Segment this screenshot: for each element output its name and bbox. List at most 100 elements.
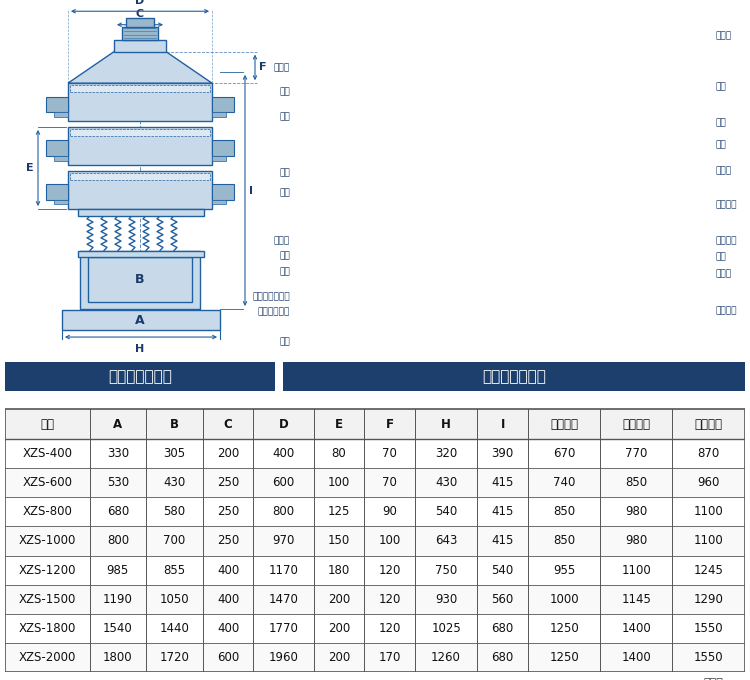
- Text: XZS-800: XZS-800: [22, 505, 72, 518]
- Bar: [62, 310, 220, 330]
- Text: 250: 250: [217, 534, 239, 547]
- Text: 120: 120: [378, 593, 400, 606]
- Text: 100: 100: [378, 534, 400, 547]
- Text: 150: 150: [328, 534, 350, 547]
- Text: 870: 870: [698, 447, 720, 460]
- Text: 单层高度: 单层高度: [550, 418, 578, 430]
- Bar: [212, 112, 226, 117]
- Bar: [54, 156, 68, 160]
- Text: 970: 970: [272, 534, 295, 547]
- Bar: [68, 83, 212, 121]
- Text: 90: 90: [382, 505, 397, 518]
- Text: D: D: [278, 418, 288, 430]
- Text: 643: 643: [435, 534, 457, 547]
- Text: 740: 740: [553, 476, 575, 490]
- Text: 540: 540: [435, 505, 457, 518]
- Text: 850: 850: [553, 534, 575, 547]
- Text: XZS-1200: XZS-1200: [19, 564, 76, 577]
- Text: 540: 540: [491, 564, 514, 577]
- Bar: [46, 97, 68, 112]
- Text: 430: 430: [435, 476, 457, 490]
- Text: XZS-1500: XZS-1500: [19, 593, 76, 606]
- Text: C: C: [136, 9, 144, 19]
- Text: 415: 415: [491, 476, 514, 490]
- Text: 束环: 束环: [279, 88, 290, 97]
- Text: 400: 400: [272, 447, 295, 460]
- Bar: [212, 200, 226, 205]
- Text: 400: 400: [217, 564, 239, 577]
- Text: 1145: 1145: [622, 593, 651, 606]
- Text: 清网装置: 清网装置: [715, 200, 736, 209]
- Text: 680: 680: [106, 505, 129, 518]
- Text: 700: 700: [164, 534, 185, 547]
- Text: D: D: [135, 0, 145, 5]
- Text: 670: 670: [553, 447, 575, 460]
- Text: XZS-2000: XZS-2000: [19, 651, 76, 664]
- Text: XZS-600: XZS-600: [22, 476, 73, 490]
- Text: 防尘盖: 防尘盖: [274, 63, 290, 72]
- Text: 进料口: 进料口: [715, 31, 731, 40]
- Bar: [46, 141, 68, 156]
- Text: 680: 680: [491, 622, 514, 634]
- Text: 320: 320: [435, 447, 457, 460]
- Text: I: I: [249, 186, 253, 196]
- Text: 430: 430: [164, 476, 185, 490]
- Text: 1250: 1250: [549, 622, 579, 634]
- Bar: [68, 127, 212, 165]
- Text: 单位：mm: 单位：mm: [704, 678, 745, 680]
- Text: 120: 120: [378, 622, 400, 634]
- Text: 1245: 1245: [694, 564, 724, 577]
- Text: 底座: 底座: [279, 337, 290, 346]
- Text: 筛架: 筛架: [715, 141, 726, 150]
- Text: 600: 600: [217, 651, 239, 664]
- Text: 200: 200: [328, 593, 350, 606]
- Text: 旋振筛外形结构: 旋振筛外形结构: [482, 369, 546, 384]
- Text: 960: 960: [698, 476, 720, 490]
- Text: 1260: 1260: [431, 651, 461, 664]
- Text: 415: 415: [491, 534, 514, 547]
- Text: 680: 680: [491, 651, 514, 664]
- Text: 770: 770: [626, 447, 647, 460]
- Bar: [5, 556, 745, 585]
- Text: B: B: [170, 418, 179, 430]
- Text: 125: 125: [328, 505, 350, 518]
- Text: 1400: 1400: [622, 622, 651, 634]
- Bar: [70, 129, 210, 136]
- Bar: [275, 5, 745, 356]
- Text: 855: 855: [164, 564, 185, 577]
- Text: 运输用固定螺栓: 运输用固定螺栓: [252, 292, 290, 301]
- Text: 出排口: 出排口: [274, 236, 290, 245]
- Text: 850: 850: [553, 505, 575, 518]
- Text: 955: 955: [553, 564, 575, 577]
- Bar: [5, 613, 745, 643]
- Text: 1770: 1770: [268, 622, 298, 634]
- Text: 800: 800: [106, 534, 129, 547]
- Text: 580: 580: [164, 505, 185, 518]
- Bar: [283, 362, 745, 391]
- Bar: [5, 643, 745, 672]
- Text: 1050: 1050: [160, 593, 189, 606]
- Text: 415: 415: [491, 505, 514, 518]
- Bar: [46, 184, 68, 200]
- Text: 旋振筛外形尺寸: 旋振筛外形尺寸: [108, 369, 172, 384]
- Text: 三层高度: 三层高度: [694, 418, 722, 430]
- Text: E: E: [26, 163, 34, 173]
- Text: 200: 200: [328, 651, 350, 664]
- Text: 1720: 1720: [160, 651, 190, 664]
- Text: 530: 530: [106, 476, 129, 490]
- Text: 底框: 底框: [279, 189, 290, 198]
- Text: E: E: [334, 418, 343, 430]
- Bar: [54, 112, 68, 117]
- Text: 1100: 1100: [694, 534, 724, 547]
- Text: 振体: 振体: [715, 253, 726, 262]
- Bar: [5, 362, 275, 391]
- Text: 390: 390: [491, 447, 514, 460]
- Text: 1100: 1100: [622, 564, 651, 577]
- Bar: [88, 257, 192, 302]
- Text: F: F: [386, 418, 394, 430]
- Text: 100: 100: [328, 476, 350, 490]
- Text: XZS-1800: XZS-1800: [19, 622, 76, 634]
- Polygon shape: [68, 52, 212, 83]
- Text: A: A: [135, 313, 145, 326]
- Text: 1800: 1800: [103, 651, 133, 664]
